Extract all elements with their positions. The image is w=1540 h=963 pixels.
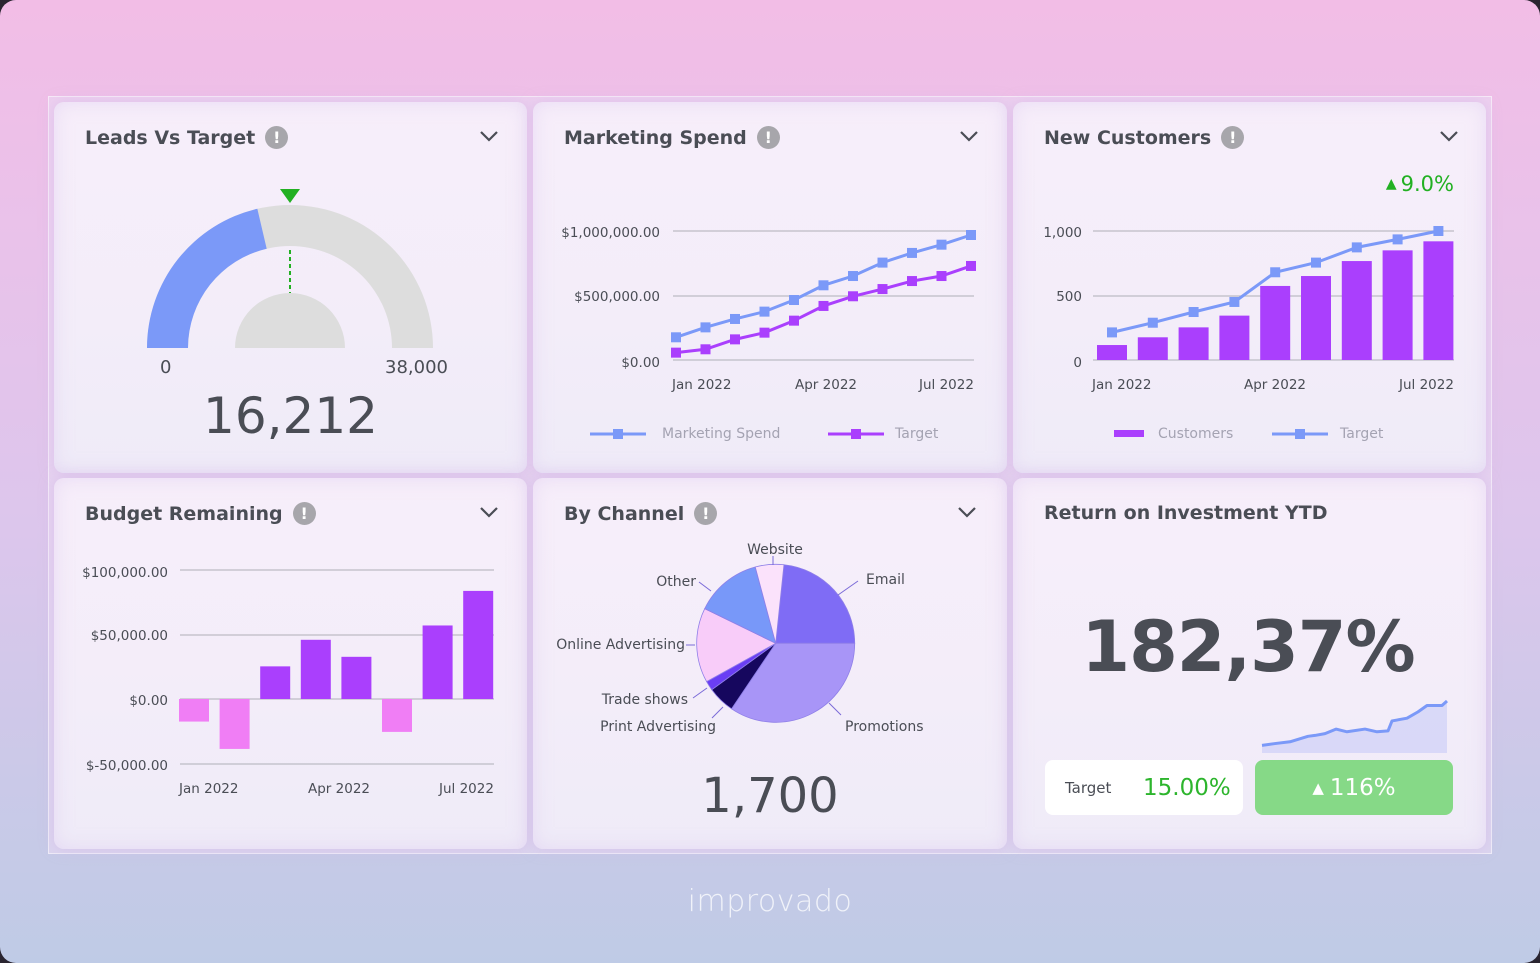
pie-label-trade-shows: Trade shows [601,692,688,708]
roi-target-label: Target [1065,778,1112,797]
y-tick: $0.00 [621,355,660,371]
legend-target: Target [1272,426,1384,442]
roi-target-value: 15.00% [1143,774,1231,801]
card-title: By Channel ! [564,502,718,525]
customers-title: New Customers [1044,126,1212,149]
channel-title: By Channel [564,502,685,525]
y-tick: $0.00 [129,693,168,709]
svg-text:Target: Target [1339,426,1384,442]
y-tick: $1,000,000.00 [561,225,660,241]
card-title: Marketing Spend ! [564,126,780,149]
marketing-spend-card: Marketing Spend ! $1,000,000.00 $500,000… [533,102,1007,473]
card-title: Budget Remaining ! [85,502,316,525]
roi-sparkline [1261,699,1449,753]
info-icon[interactable]: ! [1221,126,1245,149]
arrow-up-icon: ▲ [1385,176,1397,192]
marketing-title: Marketing Spend [564,126,747,149]
pie-label-online-advertising: Online Advertising [556,637,685,653]
roi-change-badge: ▲ 116% [1255,760,1453,815]
pie-label-email: Email [866,572,905,588]
budget-title: Budget Remaining [85,502,283,525]
marketing-line-chart: $1,000,000.00 $500,000.00 $0.00 Jan 2022… [561,225,976,442]
x-tick: Jul 2022 [918,377,974,393]
chevron-down-icon[interactable] [479,129,499,143]
pie-slice [696,608,777,683]
x-tick: Apr 2022 [795,377,857,393]
x-tick: Apr 2022 [1244,377,1306,393]
x-tick: Jul 2022 [1398,377,1454,393]
gauge-value-arc [147,208,267,348]
roi-value: 182,37% [1081,606,1415,688]
svg-text:Target: Target [894,426,939,442]
info-icon[interactable]: ! [756,126,780,149]
y-tick: $50,000.00 [91,628,168,644]
arrow-up-icon: ▲ [1312,778,1324,797]
pie-label-other: Other [656,574,696,590]
card-title: New Customers ! [1044,126,1245,149]
pie-slice [754,563,785,644]
x-tick: Jan 2022 [178,781,238,797]
info-icon[interactable]: ! [292,502,316,525]
x-tick: Jan 2022 [1091,377,1151,393]
roi-change-value: 116% [1329,774,1396,801]
gauge-chart [147,189,433,348]
legend-marketing-spend: Marketing Spend [590,426,780,442]
by-channel-card: By Channel ! Website Email Other Online … [533,478,1007,849]
legend-customers: Customers [1114,426,1233,442]
chevron-down-icon[interactable] [959,129,979,143]
chevron-down-icon[interactable] [479,505,499,519]
leads-vs-target-card: Leads Vs Target ! 0 38,000 16,212 [54,102,527,473]
svg-text:Marketing Spend: Marketing Spend [662,426,780,442]
pie-slice [704,566,777,645]
improvado-logo: improvado [687,884,853,919]
budget-remaining-card: Budget Remaining ! $100,000.00 $50,000.0… [54,478,527,849]
roi-target-box: Target 15.00% [1045,760,1243,815]
new-customers-card: New Customers ! ▲ 9.0% 1,000 500 0 Jan 2… [1013,102,1486,473]
svg-text:Customers: Customers [1158,426,1233,442]
info-icon[interactable]: ! [265,126,289,149]
customers-change: ▲ 9.0% [1385,172,1454,196]
pie-label-promotions: Promotions [845,719,924,735]
channel-pie-chart: Website Email Other Online Advertising T… [556,542,924,735]
y-tick: $500,000.00 [574,289,660,305]
y-tick: $-50,000.00 [86,758,168,774]
y-tick: 0 [1073,355,1082,371]
gauge-min-label: 0 [160,357,172,378]
x-tick: Jul 2022 [438,781,494,797]
pie-label-website: Website [747,542,803,558]
y-tick: 1,000 [1043,225,1082,241]
gauge-max-label: 38,000 [385,357,448,378]
card-title: Return on Investment YTD [1044,502,1328,524]
y-tick: 500 [1056,289,1082,305]
roi-card: Return on Investment YTD 182,37% Target … [1013,478,1486,849]
x-tick: Jan 2022 [671,377,731,393]
chevron-down-icon[interactable] [1439,129,1459,143]
target-marker-icon [280,189,300,203]
pie-slice [775,564,856,644]
pie-label-print-advertising: Print Advertising [600,719,716,735]
y-tick: $100,000.00 [82,565,168,581]
channel-total: 1,700 [701,768,839,824]
leads-value: 16,212 [203,387,378,445]
pie-slice [730,642,856,723]
customers-bar-chart: 1,000 500 0 Jan 2022 Apr 2022 Jul 2022 C… [1043,225,1454,442]
roi-title: Return on Investment YTD [1044,502,1328,524]
card-title: Leads Vs Target ! [85,126,289,149]
chevron-down-icon[interactable] [957,505,977,519]
legend-target: Target [828,426,939,442]
x-tick: Apr 2022 [308,781,370,797]
info-icon[interactable]: ! [694,502,718,525]
budget-bar-chart: $100,000.00 $50,000.00 $0.00 $-50,000.00… [82,565,494,797]
leads-title: Leads Vs Target [85,126,256,149]
